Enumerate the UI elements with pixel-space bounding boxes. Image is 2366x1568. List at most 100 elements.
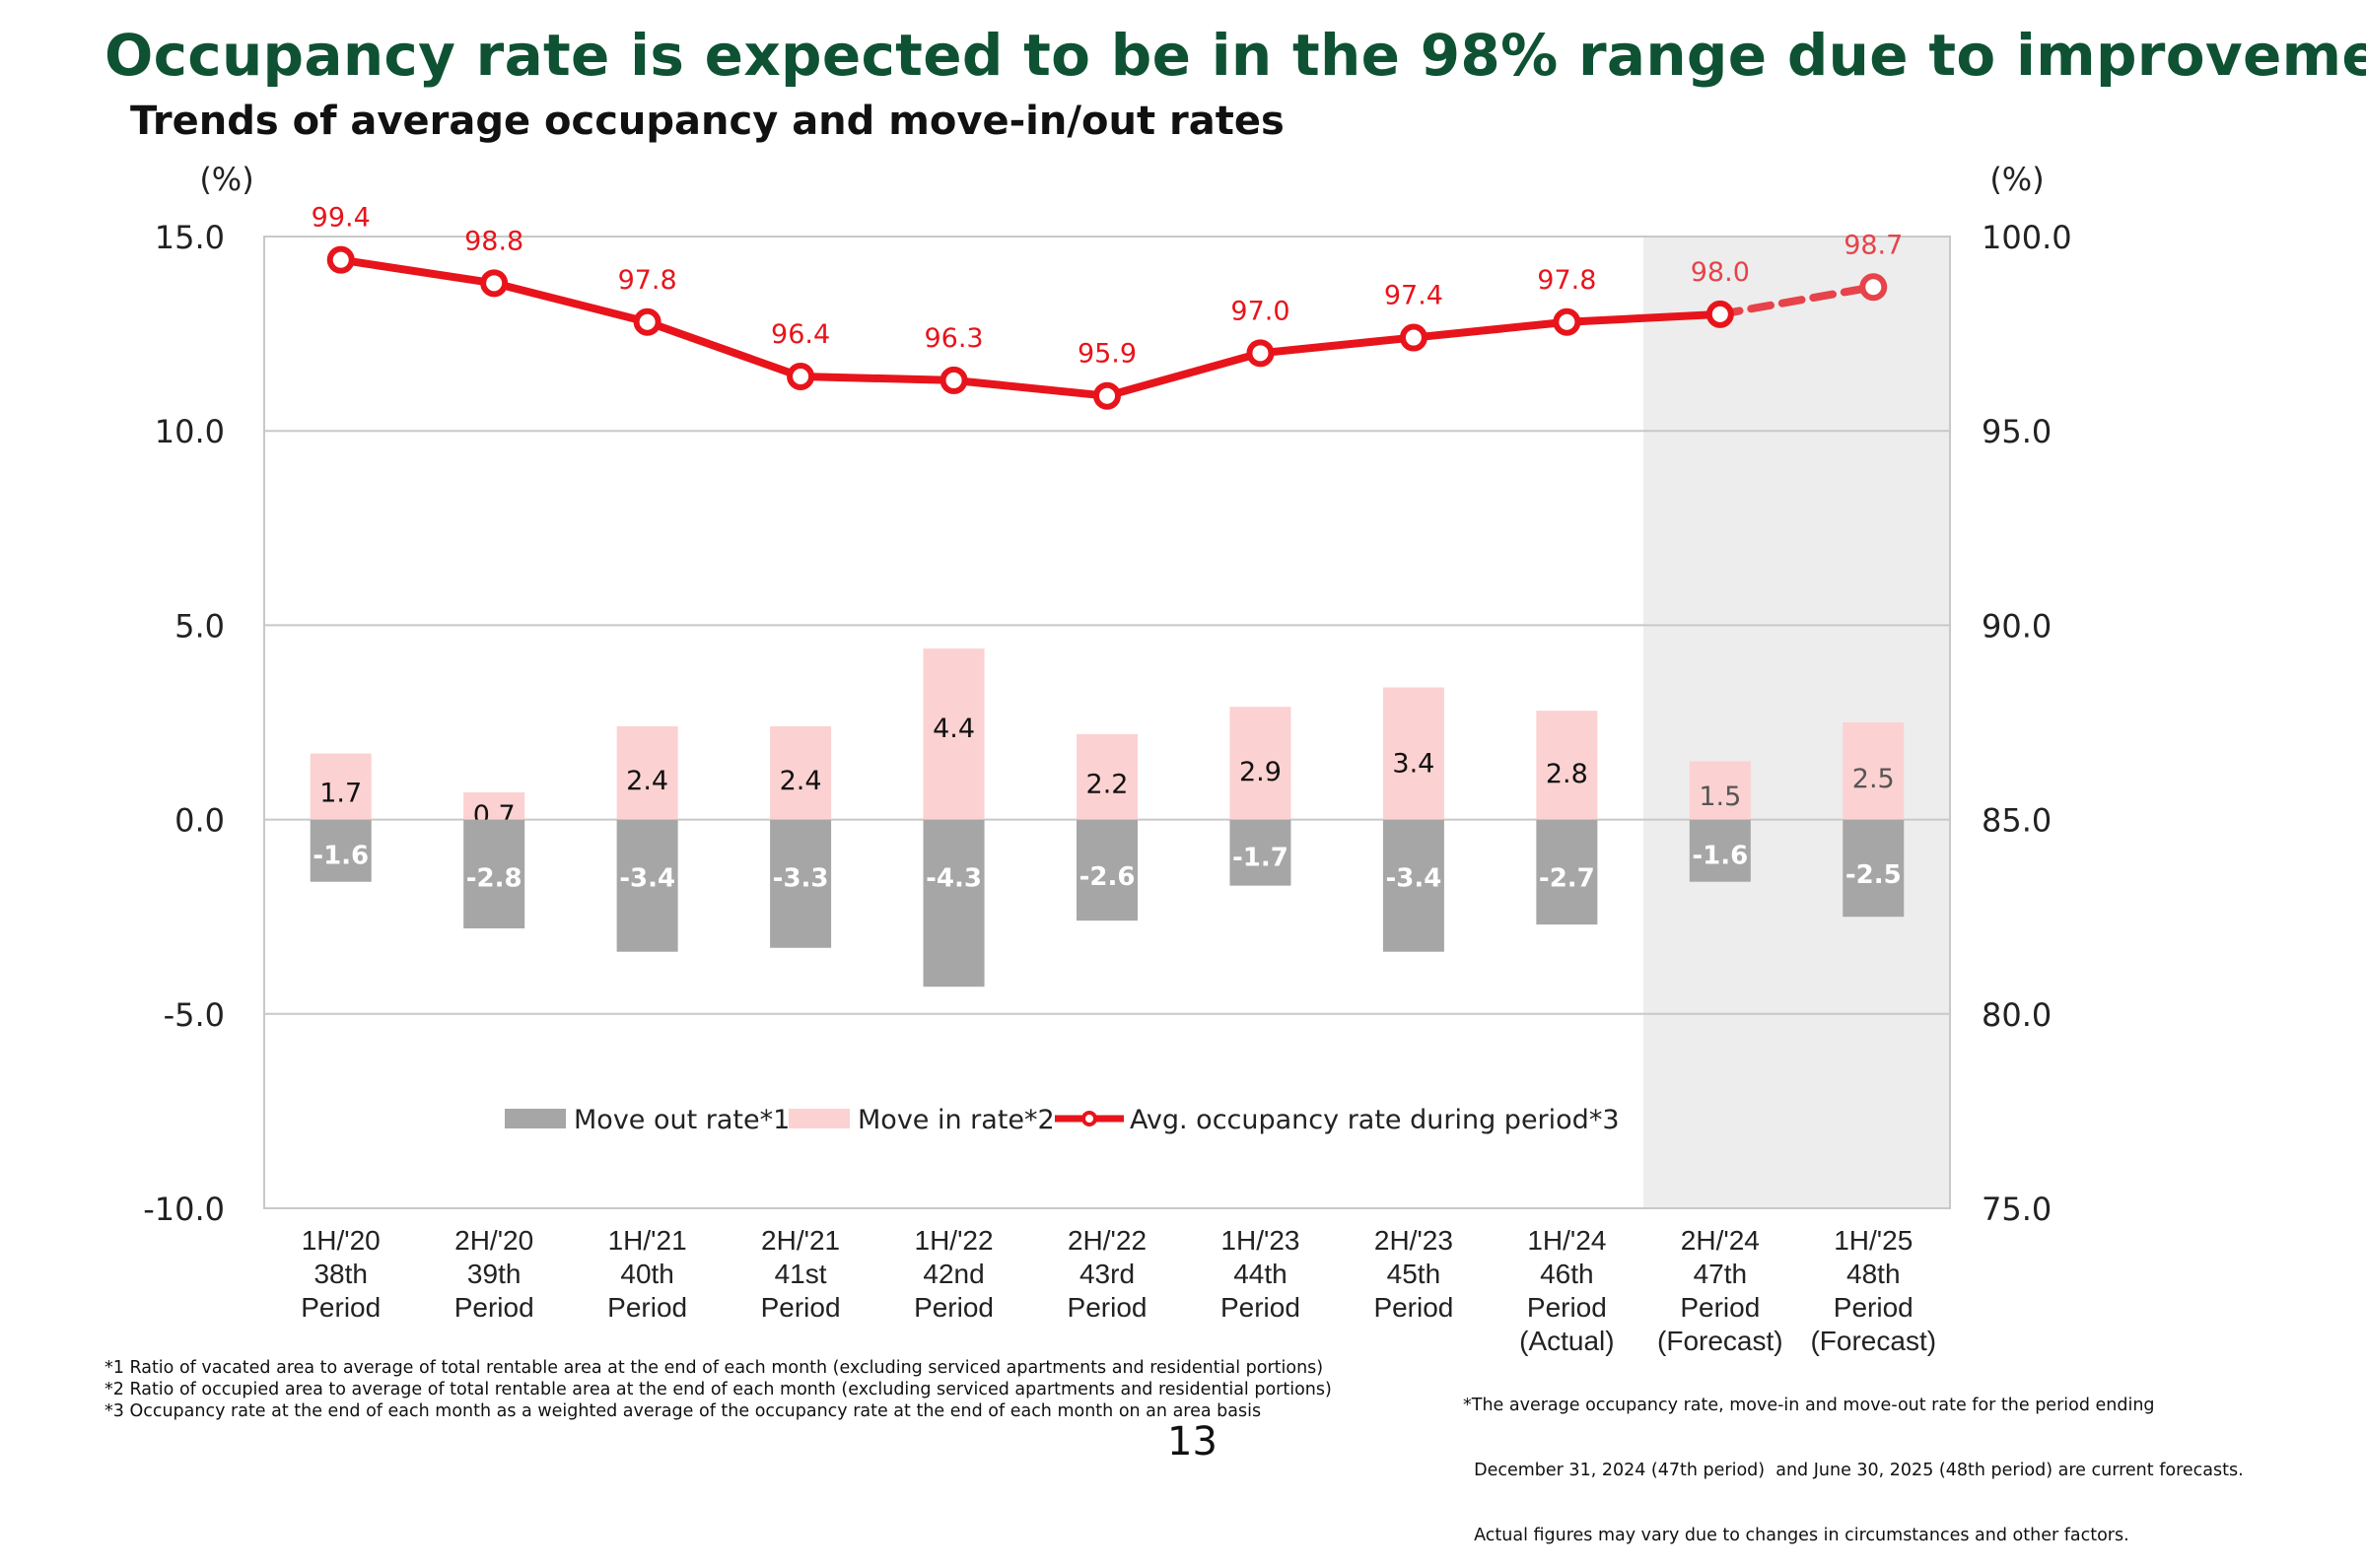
category-label: Period xyxy=(1373,1292,1453,1323)
move-in-label: 3.4 xyxy=(1392,748,1434,779)
occupancy-point xyxy=(1705,300,1734,328)
legend-label-occupancy: Avg. occupancy rate during period*3 xyxy=(1130,1105,1620,1135)
category-label: Period xyxy=(914,1292,994,1323)
occupancy-label: 97.0 xyxy=(1230,296,1289,326)
occupancy-point xyxy=(1246,339,1275,368)
right-tick-label: 75.0 xyxy=(1982,1191,2052,1228)
move-out-label: -2.6 xyxy=(1079,862,1136,892)
category-label: 39th xyxy=(467,1259,522,1289)
move-in-bar xyxy=(1229,707,1291,820)
move-in-label: 2.8 xyxy=(1546,759,1588,789)
occupancy-point xyxy=(633,307,661,336)
move-in-bar xyxy=(923,648,985,820)
category-label: 48th xyxy=(1846,1259,1901,1289)
move-out-label: -4.3 xyxy=(926,864,982,894)
move-in-label: 1.5 xyxy=(1699,782,1741,812)
occupancy-label: 99.4 xyxy=(312,203,371,234)
occupancy-chart: 15.0 10.0 5.0 0.0 -5.0 -10.0 100.0 95.0 90.0 85.0… xyxy=(143,161,2071,1356)
move-out-label: -3.4 xyxy=(619,864,675,894)
move-in-label: 2.2 xyxy=(1086,770,1129,800)
category-label: Period xyxy=(1680,1292,1760,1323)
category-label: 41st xyxy=(775,1259,827,1289)
category-label: 46th xyxy=(1540,1259,1594,1289)
occupancy-point xyxy=(480,269,509,298)
footnote-3: *3 Occupancy rate at the end of each mon… xyxy=(104,1401,1262,1421)
legend-swatch-move-out xyxy=(505,1109,566,1128)
right-tick-label: 90.0 xyxy=(1982,607,2052,645)
forecast-note-3: Actual figures may vary due to changes i… xyxy=(1463,1526,2129,1545)
move-in-label: 2.4 xyxy=(780,766,822,796)
category-label: Period xyxy=(607,1292,687,1323)
move-in-bar xyxy=(616,725,678,820)
move-in-bar xyxy=(1077,733,1138,820)
footnotes-left: *1 Ratio of vacated area to average of t… xyxy=(104,1357,1332,1422)
left-tick-label: 15.0 xyxy=(155,219,225,256)
category-label: 2H/'20 xyxy=(454,1225,533,1256)
left-axis-unit: (%) xyxy=(199,161,253,198)
move-out-bar xyxy=(616,819,678,952)
occupancy-label: 96.4 xyxy=(771,319,830,350)
move-in-label: 2.4 xyxy=(626,766,668,796)
category-label: Period xyxy=(761,1292,841,1323)
move-out-label: -1.7 xyxy=(1232,843,1288,872)
left-tick-label: 5.0 xyxy=(174,607,225,645)
category-label: Period xyxy=(1834,1292,1914,1323)
legend-label-move-in: Move in rate*2 xyxy=(858,1105,1055,1135)
move-out-bar xyxy=(310,819,372,882)
category-label: 40th xyxy=(620,1259,674,1289)
move-out-bar xyxy=(770,819,832,948)
move-out-label: -2.7 xyxy=(1539,864,1595,894)
move-out-bar xyxy=(463,819,525,929)
move-out-label: -2.8 xyxy=(466,864,522,894)
occupancy-label: 98.8 xyxy=(464,226,523,256)
move-in-bar xyxy=(1536,711,1598,820)
category-label: 1H/'25 xyxy=(1834,1225,1913,1256)
category-label: 2H/'23 xyxy=(1374,1225,1453,1256)
page-number: 13 xyxy=(1167,1419,1218,1465)
category-label: 1H/'24 xyxy=(1527,1225,1606,1256)
move-in-bar xyxy=(1689,761,1751,820)
occupancy-label: 97.4 xyxy=(1384,281,1443,311)
move-out-label: -3.4 xyxy=(1385,864,1441,894)
left-tick-label: -5.0 xyxy=(164,996,225,1034)
left-tick-label: 10.0 xyxy=(155,413,225,450)
category-label: Period xyxy=(1527,1292,1607,1323)
move-out-bar xyxy=(1077,819,1138,921)
forecast-note-2: December 31, 2024 (47th period) and June… xyxy=(1463,1461,2244,1480)
occupancy-point xyxy=(939,366,968,394)
page-title: Occupancy rate is expected to be in the … xyxy=(104,22,2366,89)
category-label: 1H/'21 xyxy=(608,1225,687,1256)
right-tick-label: 80.0 xyxy=(1982,996,2052,1034)
category-label: 1H/'23 xyxy=(1220,1225,1299,1256)
footnotes-right: *The average occupancy rate, move-in and… xyxy=(1463,1351,2244,1568)
category-label: 42nd xyxy=(923,1259,984,1289)
forecast-shading xyxy=(1643,237,1950,1208)
category-label: Period xyxy=(301,1292,381,1323)
category-label: 1H/'20 xyxy=(302,1225,381,1256)
footnote-1: *1 Ratio of vacated area to average of t… xyxy=(104,1358,1324,1378)
move-out-bar xyxy=(1382,819,1444,952)
move-out-bar xyxy=(923,819,985,988)
occupancy-point xyxy=(1093,381,1121,410)
move-in-bar xyxy=(1382,687,1444,820)
category-label: 2H/'22 xyxy=(1068,1225,1147,1256)
occupancy-forecast-line xyxy=(1715,283,1878,318)
move-out-label: -1.6 xyxy=(313,841,369,870)
occupancy-point xyxy=(1553,307,1581,336)
move-out-label: -1.6 xyxy=(1692,841,1748,870)
legend-swatch-move-in xyxy=(789,1109,850,1128)
category-label: 43rd xyxy=(1079,1259,1135,1289)
occupancy-label: 98.7 xyxy=(1844,230,1903,260)
category-label: 2H/'24 xyxy=(1681,1225,1760,1256)
move-in-bar xyxy=(463,791,525,820)
move-in-label: 2.5 xyxy=(1852,764,1895,794)
category-label: 1H/'22 xyxy=(915,1225,994,1256)
occupancy-label: 96.3 xyxy=(924,323,983,354)
move-out-bar xyxy=(1536,819,1598,925)
occupancy-point xyxy=(326,245,355,274)
category-label: 47th xyxy=(1694,1259,1748,1289)
move-in-label: 4.4 xyxy=(933,714,975,744)
category-label: Period xyxy=(454,1292,534,1323)
left-tick-label: -10.0 xyxy=(143,1191,225,1228)
occupancy-label: 98.0 xyxy=(1691,257,1750,288)
